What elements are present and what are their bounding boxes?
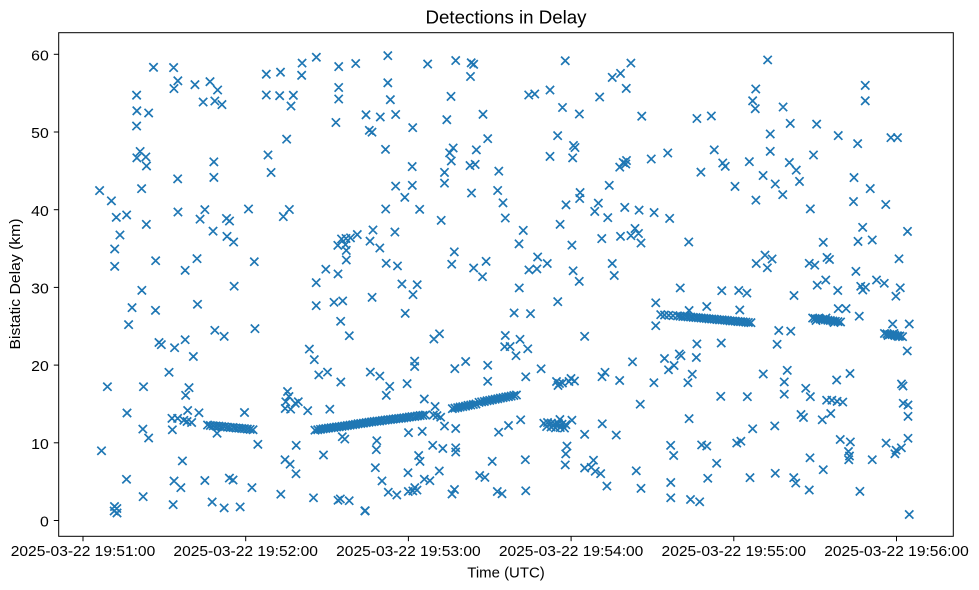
svg-text:2025-03-22 19:56:00: 2025-03-22 19:56:00 xyxy=(824,544,969,560)
svg-text:2025-03-22 19:52:00: 2025-03-22 19:52:00 xyxy=(173,544,318,560)
svg-text:20: 20 xyxy=(31,359,49,375)
svg-text:50: 50 xyxy=(31,126,49,142)
svg-text:2025-03-22 19:54:00: 2025-03-22 19:54:00 xyxy=(499,544,644,560)
svg-text:2025-03-22 19:51:00: 2025-03-22 19:51:00 xyxy=(11,544,156,560)
svg-text:10: 10 xyxy=(31,437,49,453)
svg-text:Time (UTC): Time (UTC) xyxy=(467,565,545,581)
svg-text:Bistatic Delay (km): Bistatic Delay (km) xyxy=(8,219,24,350)
svg-text:0: 0 xyxy=(40,515,49,531)
svg-text:60: 60 xyxy=(31,48,49,64)
svg-text:30: 30 xyxy=(31,282,49,298)
svg-text:Detections in Delay: Detections in Delay xyxy=(426,7,588,28)
svg-text:40: 40 xyxy=(31,204,49,220)
svg-text:2025-03-22 19:53:00: 2025-03-22 19:53:00 xyxy=(336,544,481,560)
svg-text:2025-03-22 19:55:00: 2025-03-22 19:55:00 xyxy=(662,544,807,560)
